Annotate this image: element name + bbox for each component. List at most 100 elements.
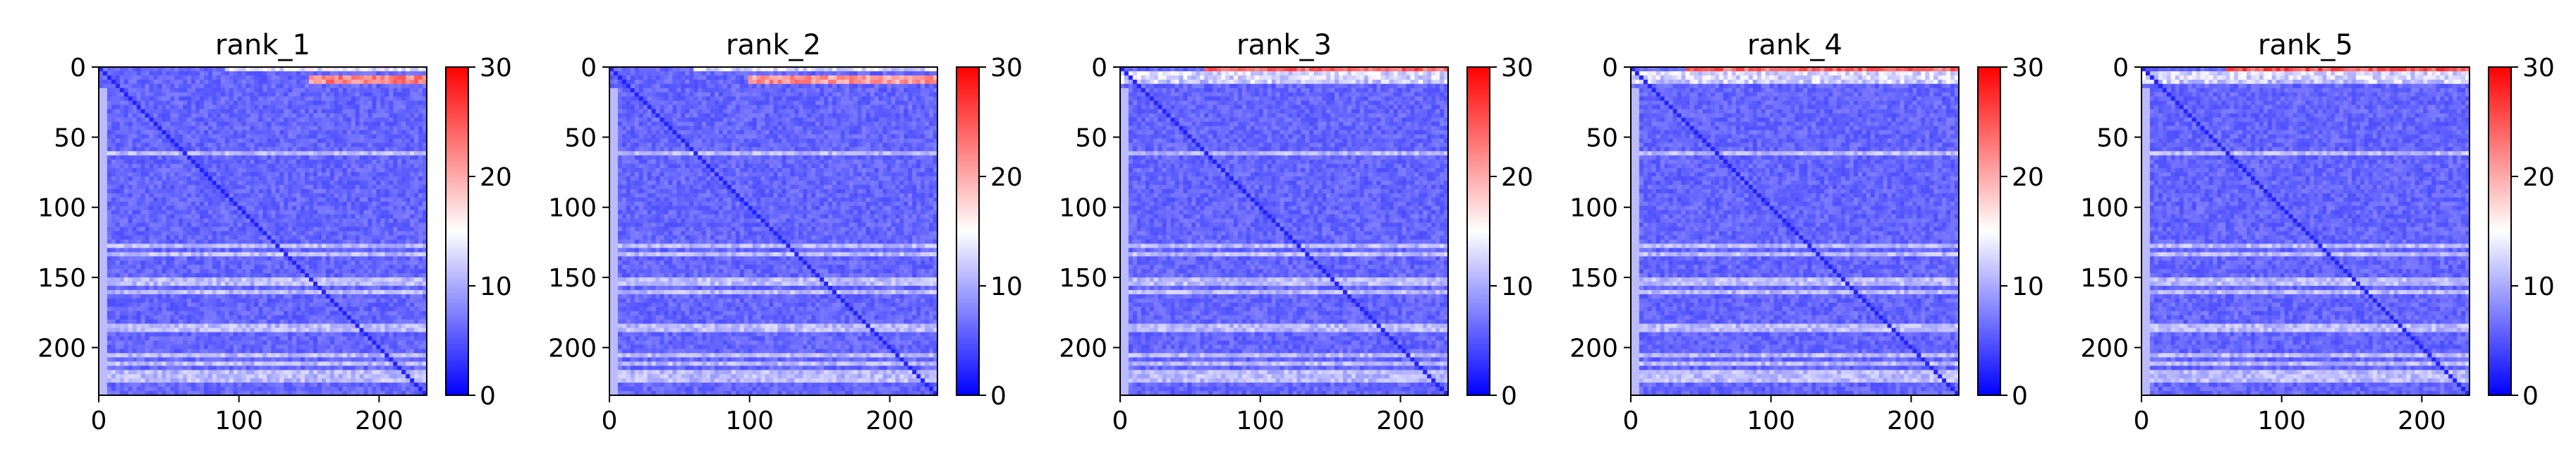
heatmap-cell	[271, 298, 276, 303]
heatmap-cell	[346, 172, 352, 177]
heatmap-cell	[372, 231, 377, 236]
heatmap-cell	[292, 104, 297, 110]
heatmap-cell	[107, 83, 112, 89]
heatmap-cell	[418, 205, 423, 211]
heatmap-cell	[149, 176, 154, 181]
heatmap-cell	[317, 100, 322, 106]
heatmap-cell	[321, 100, 327, 106]
heatmap-cell	[216, 298, 221, 303]
heatmap-cell	[241, 289, 247, 295]
heatmap-cell	[401, 231, 406, 236]
heatmap-cell	[418, 117, 423, 123]
heatmap-cell	[367, 243, 373, 248]
heatmap-cell	[233, 168, 238, 173]
heatmap-cell	[220, 96, 226, 102]
heatmap-cell	[267, 147, 272, 152]
heatmap-cell	[313, 332, 318, 337]
heatmap-cell	[178, 269, 183, 274]
heatmap-cell	[305, 147, 310, 152]
heatmap-cell	[414, 286, 419, 291]
heatmap-cell	[309, 151, 314, 156]
heatmap-cell	[128, 205, 133, 211]
heatmap-cell	[288, 193, 293, 198]
heatmap-cell	[123, 277, 129, 282]
heatmap-cell	[229, 71, 234, 76]
heatmap-cell	[393, 67, 398, 72]
heatmap-cell	[376, 201, 382, 207]
heatmap-cell	[284, 117, 288, 123]
heatmap-cell	[414, 210, 419, 215]
heatmap-cell	[191, 201, 196, 207]
heatmap-cell	[123, 210, 129, 215]
heatmap-cell	[275, 289, 280, 295]
heatmap-cell	[367, 100, 373, 106]
heatmap-cell	[115, 205, 121, 211]
heatmap-cell	[376, 75, 382, 80]
heatmap-cell	[254, 160, 260, 164]
heatmap-cell	[418, 104, 423, 110]
heatmap-cell	[284, 138, 288, 143]
heatmap-cell	[220, 134, 226, 139]
heatmap-cell	[372, 184, 377, 190]
heatmap-cell	[401, 168, 406, 173]
heatmap-cell	[351, 126, 356, 131]
heatmap-cell	[220, 286, 226, 291]
heatmap-cell	[414, 218, 419, 224]
heatmap-cell	[107, 323, 112, 329]
heatmap-cell	[166, 298, 171, 303]
heatmap-cell	[162, 113, 166, 119]
heatmap-cell	[275, 92, 280, 97]
heatmap-cell	[241, 302, 247, 308]
heatmap-cell	[183, 88, 188, 93]
heatmap-cell	[389, 160, 394, 164]
heatmap-cell	[384, 327, 389, 333]
heatmap-cell	[115, 138, 121, 143]
heatmap-cell	[204, 143, 209, 148]
heatmap-cell	[372, 180, 377, 186]
heatmap-cell	[346, 210, 352, 215]
heatmap-cell	[262, 235, 268, 241]
heatmap-cell	[414, 277, 419, 282]
heatmap-cell	[111, 193, 116, 198]
heatmap-cell	[300, 269, 305, 274]
heatmap-cell	[389, 176, 394, 181]
heatmap-cell	[254, 243, 260, 248]
heatmap-cell	[212, 130, 217, 135]
heatmap-cell	[233, 197, 238, 203]
heatmap-cell	[107, 138, 112, 143]
heatmap-cell	[309, 239, 314, 244]
heatmap-cell	[183, 315, 188, 320]
heatmap-cell	[300, 79, 305, 85]
heatmap-cell	[351, 248, 356, 253]
heatmap-cell	[107, 306, 112, 312]
heatmap-cell	[128, 201, 133, 207]
heatmap-cell	[250, 168, 255, 173]
heatmap-cell	[284, 92, 288, 97]
heatmap-cell	[157, 239, 163, 244]
heatmap-cell	[119, 71, 125, 76]
heatmap-cell	[363, 197, 369, 203]
heatmap-cell	[145, 79, 150, 85]
heatmap-cell	[338, 117, 344, 123]
heatmap-cell	[317, 147, 322, 152]
heatmap-cell	[216, 79, 221, 85]
heatmap-cell	[414, 269, 419, 274]
heatmap-cell	[99, 71, 104, 76]
heatmap-cell	[321, 248, 327, 253]
heatmap-cell	[325, 100, 331, 106]
heatmap-cell	[423, 71, 427, 76]
heatmap-cell	[325, 277, 331, 282]
heatmap-cell	[401, 265, 406, 270]
heatmap-cell	[300, 184, 305, 190]
heatmap-cell	[275, 256, 280, 261]
heatmap-cell	[136, 180, 142, 186]
heatmap-cell	[292, 294, 297, 299]
heatmap-cell	[414, 289, 419, 295]
heatmap-cell	[195, 273, 200, 278]
heatmap-cell	[296, 138, 301, 143]
heatmap-cell	[321, 277, 327, 282]
heatmap-cell	[359, 109, 365, 114]
heatmap-cell	[166, 222, 171, 228]
heatmap-cell	[359, 126, 365, 131]
heatmap-cell	[157, 311, 163, 316]
